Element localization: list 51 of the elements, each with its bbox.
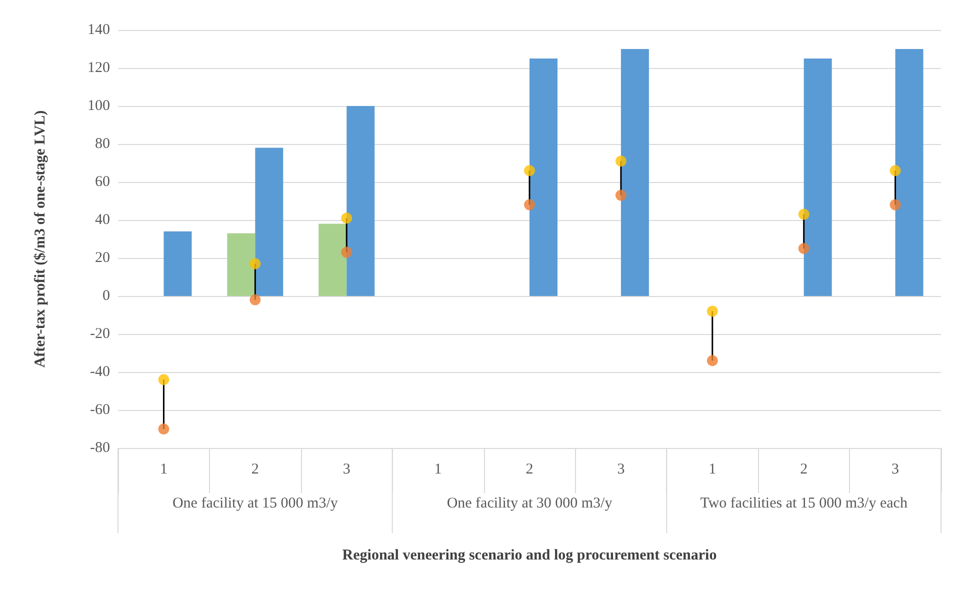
- point: [158, 374, 170, 386]
- point: [341, 246, 352, 258]
- y-tick-label: 140: [88, 22, 110, 38]
- y-axis-title: After-tax profit ($/m3 of one-stage LVL): [32, 110, 48, 368]
- y-tick-label: 40: [95, 212, 110, 228]
- y-tick-label: 120: [88, 60, 110, 76]
- x-tick-label: 2: [526, 462, 534, 478]
- point: [615, 156, 626, 167]
- text: Two facilities at 15 000 m3/y each: [700, 496, 908, 512]
- bar: [530, 58, 558, 296]
- y-tick-label: 60: [95, 174, 110, 190]
- y-tick-label: -80: [90, 440, 110, 456]
- point: [341, 212, 352, 224]
- bar: [895, 49, 924, 296]
- x-tick-label: 3: [617, 462, 625, 478]
- bar: [318, 224, 347, 296]
- y-tick-label: 80: [95, 136, 110, 152]
- text: One facility at 15 000 m3/y: [172, 496, 338, 512]
- point: [615, 190, 626, 201]
- bar: [227, 233, 256, 296]
- y-tick-label: 20: [95, 250, 110, 266]
- x-tick-label: 1: [434, 462, 442, 478]
- text: One facility at 30 000 m3/y: [446, 496, 613, 512]
- x-axis-title: Regional veneering scenario and log procurement scenario: [342, 548, 717, 564]
- x-tick-label: 3: [892, 462, 900, 478]
- point: [890, 165, 901, 176]
- point: [250, 294, 261, 306]
- y-tick-label: -40: [90, 364, 110, 380]
- point: [706, 355, 718, 366]
- bar: [255, 148, 284, 296]
- bar: [620, 49, 649, 296]
- point: [706, 306, 718, 317]
- point: [890, 199, 901, 210]
- point: [250, 258, 261, 270]
- x-tick-label: 1: [160, 462, 168, 478]
- bar: [804, 58, 832, 296]
- point: [524, 199, 535, 210]
- bar: [346, 106, 375, 296]
- x-tick-label: 1: [708, 462, 716, 478]
- x-tick-label: 2: [251, 462, 259, 478]
- bar: [164, 231, 192, 296]
- y-tick-label: -60: [90, 402, 110, 418]
- y-tick-label: 0: [102, 288, 110, 304]
- point: [798, 243, 810, 254]
- point: [158, 424, 170, 434]
- y-tick-label: -20: [90, 326, 110, 342]
- point: [798, 208, 810, 220]
- x-tick-label: 2: [800, 462, 808, 478]
- point: [524, 165, 535, 176]
- x-tick-label: 3: [342, 462, 350, 478]
- y-tick-label: 100: [88, 98, 110, 114]
